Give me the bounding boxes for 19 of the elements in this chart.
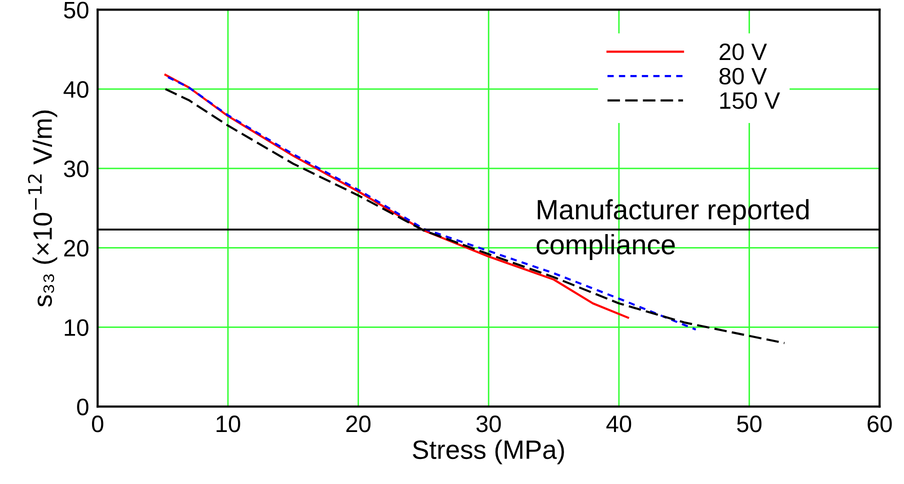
line-series: [166, 76, 697, 331]
x-tick-label: 10: [216, 416, 240, 432]
legend-label: 20 V: [720, 43, 767, 60]
y-tick-label: 10: [64, 319, 88, 336]
x-tick-label: 30: [476, 416, 501, 432]
x-tick-label: 0: [92, 416, 104, 432]
x-tick-label: 50: [737, 416, 762, 432]
y-tick-label: 20: [64, 240, 88, 257]
x-tick-label: 20: [346, 416, 370, 432]
legend-label: 150 V: [720, 92, 780, 109]
y-tick-label: 0: [77, 398, 88, 416]
x-axis-title: Stress (MPa): [412, 440, 564, 464]
x-tick-label: 60: [868, 416, 892, 432]
x-tick-label: 40: [606, 416, 632, 432]
y-axis-title: s₃₃ (×10$^{−12}$ V/m): [28, 110, 58, 307]
y-tick-label: 50: [64, 2, 88, 18]
legend-label: 80 V: [719, 68, 767, 85]
y-tick-label: 40: [64, 81, 88, 98]
y-tick-label: 30: [64, 160, 88, 178]
